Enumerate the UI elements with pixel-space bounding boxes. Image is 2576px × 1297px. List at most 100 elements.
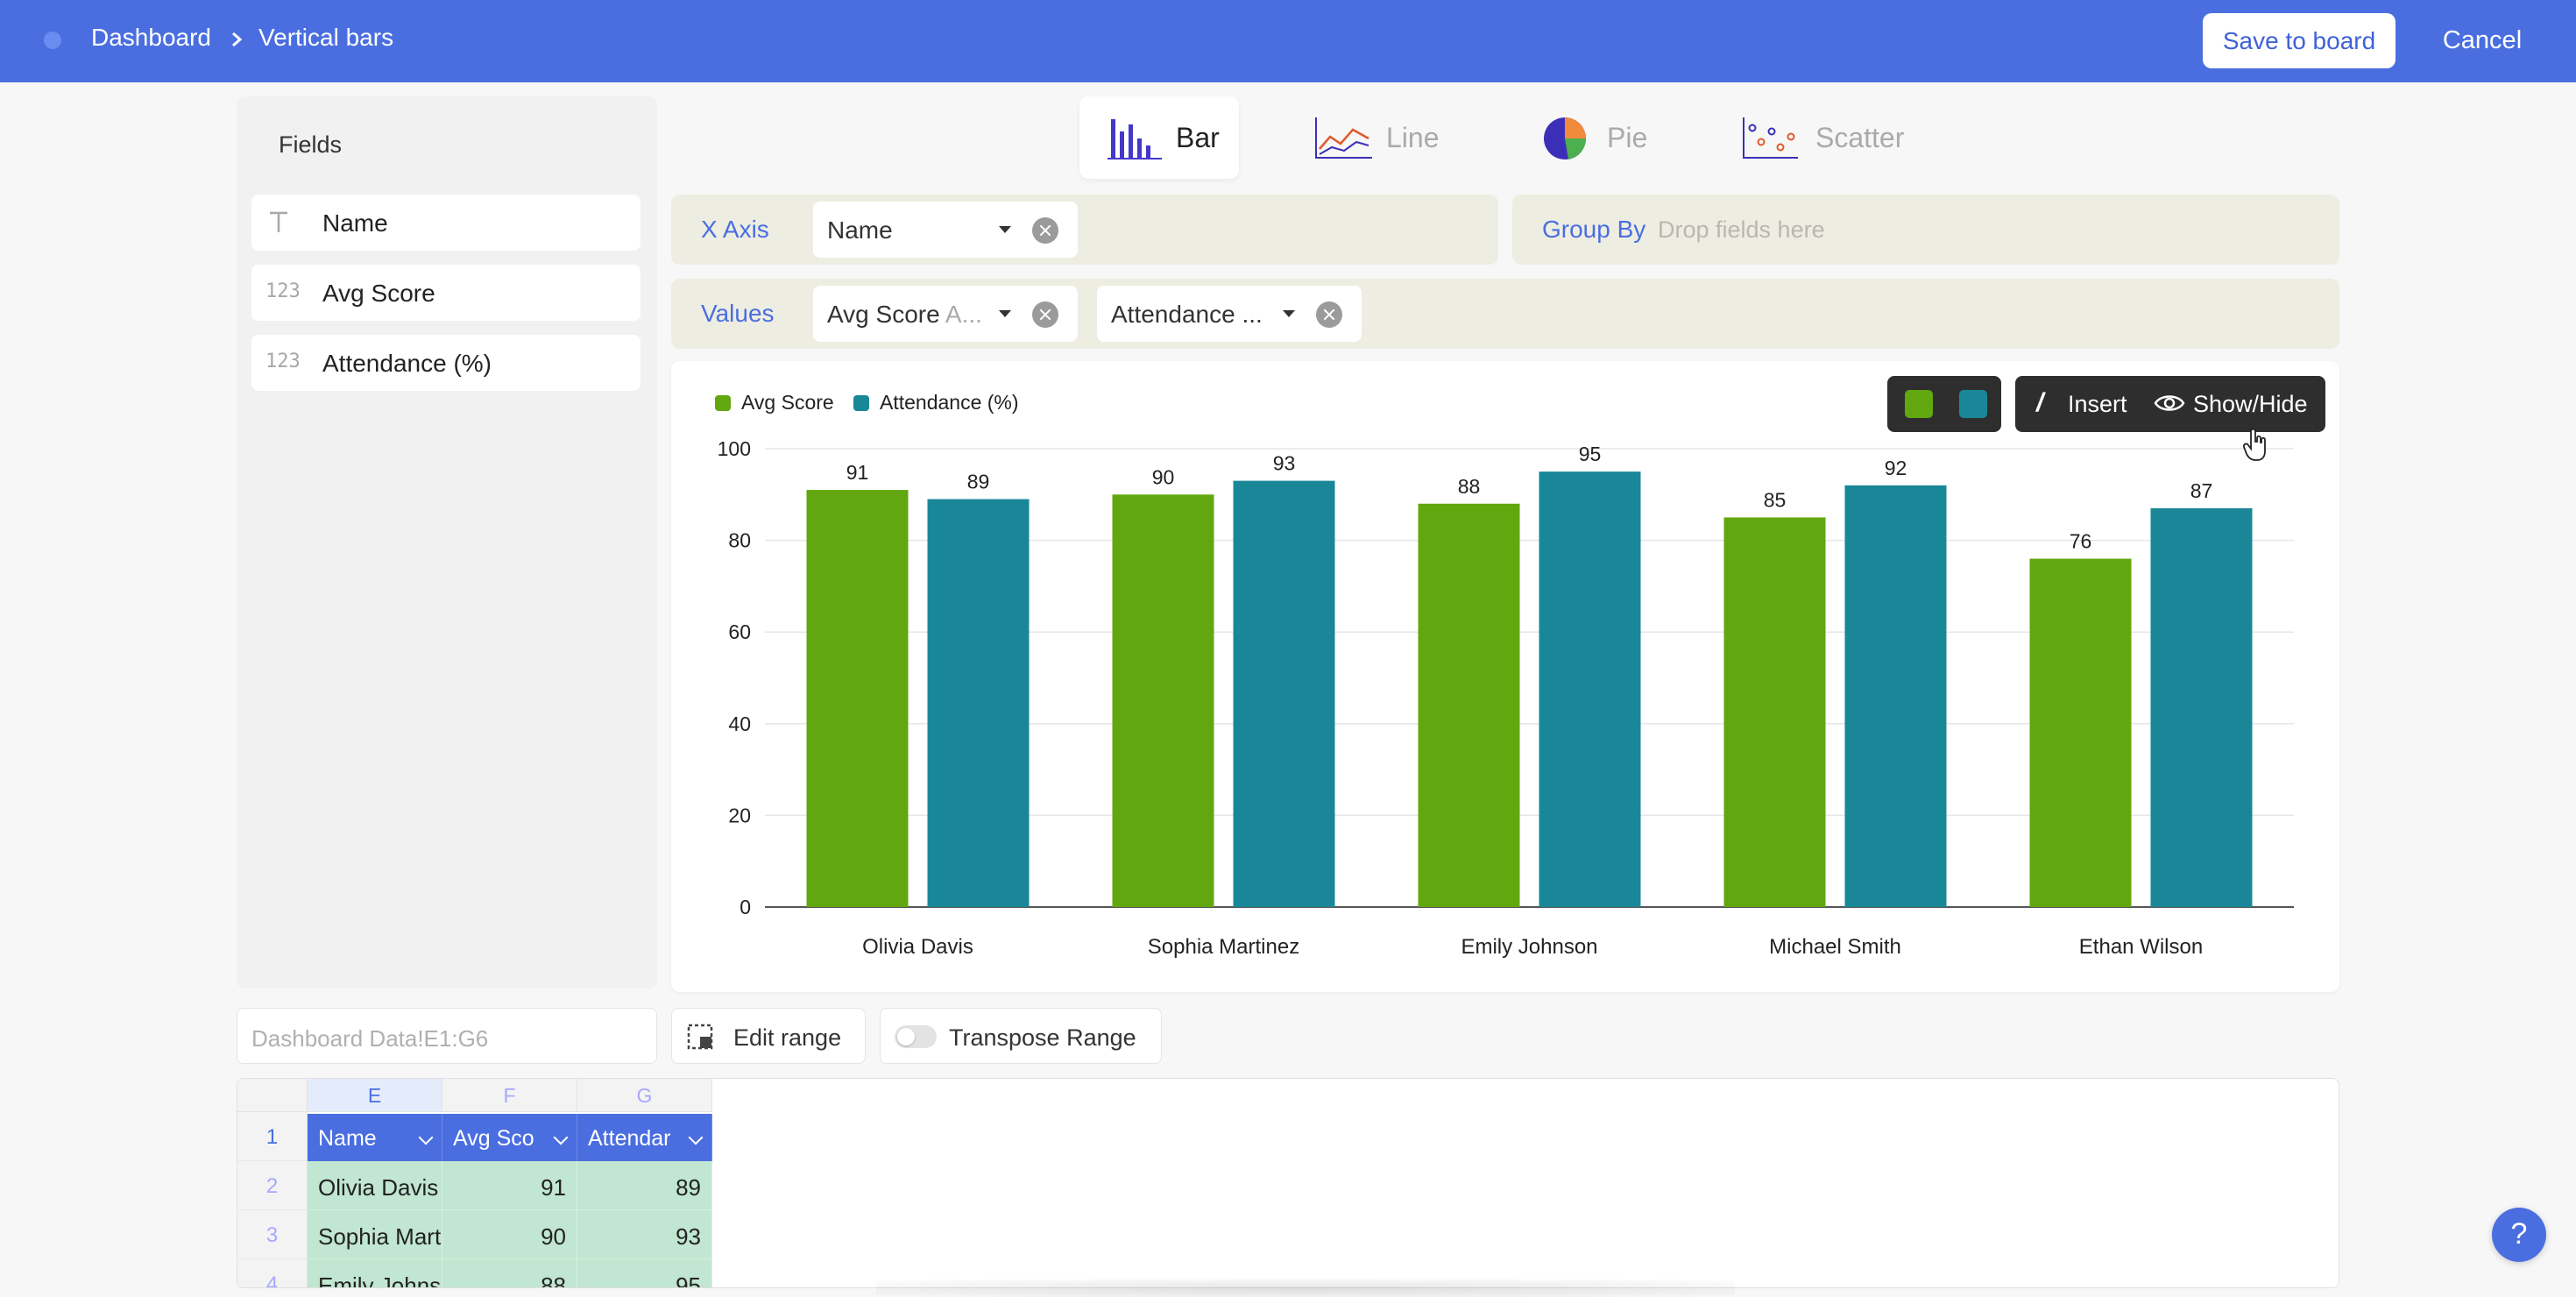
bar [1723, 517, 1826, 907]
table-cell[interactable]: 90 [442, 1210, 577, 1259]
data-label: 93 [1273, 452, 1296, 475]
data-label: 88 [1458, 475, 1481, 498]
chevron-right-icon [232, 32, 243, 47]
sheet-header-cell-avg-score[interactable]: Avg Sco [442, 1114, 577, 1161]
y-tick-label: 60 [728, 620, 751, 643]
column-header-g[interactable]: G [577, 1079, 712, 1112]
number-type-icon: 123 [265, 351, 301, 372]
row-header-1[interactable]: 1 [237, 1112, 308, 1161]
table-cell[interactable]: Emily Johns [308, 1259, 442, 1287]
data-label: 90 [1152, 465, 1175, 488]
field-item-attendance[interactable]: 123 Attendance (%) [251, 335, 640, 391]
fields-title: Fields [279, 131, 343, 158]
x-axis-label: X Axis [701, 216, 769, 243]
x-tick-label: Ethan Wilson [2079, 935, 2203, 959]
table-cell[interactable]: 88 [442, 1259, 577, 1287]
dropdown-caret-icon[interactable] [1283, 310, 1295, 317]
save-to-board-button[interactable]: Save to board [2203, 13, 2396, 68]
legend-item-avg-score[interactable]: Avg Score [715, 391, 834, 415]
table-cell[interactable]: 91 [442, 1161, 577, 1210]
row-header-4[interactable]: 4 [237, 1259, 308, 1287]
insert-button[interactable]: Insert [2068, 391, 2127, 417]
help-button[interactable]: ? [2492, 1208, 2546, 1262]
pie-chart-icon [1544, 117, 1587, 159]
y-tick-label: 0 [740, 896, 751, 918]
table-cell[interactable]: 89 [577, 1161, 712, 1210]
x-axis-field-pill[interactable]: Name [813, 202, 1078, 258]
scatter-chart-icon [1743, 117, 1798, 159]
chevron-down-icon[interactable] [418, 1130, 434, 1145]
cancel-button[interactable]: Cancel [2442, 26, 2523, 54]
bar [1418, 503, 1520, 907]
bar [927, 499, 1030, 907]
edit-range-button[interactable]: Edit range [671, 1008, 866, 1064]
show-hide-button[interactable]: Show/Hide [2193, 391, 2308, 417]
chart-type-bar[interactable]: Bar [1079, 96, 1239, 179]
table-cell[interactable]: 93 [577, 1210, 712, 1259]
sheet-header-cell-attendance[interactable]: Attendar [577, 1114, 712, 1161]
value-field-pill-attendance[interactable]: Attendance ... [1097, 286, 1362, 342]
data-label: 95 [1579, 443, 1602, 465]
data-label: 87 [2190, 479, 2213, 502]
scroll-shadow [876, 1279, 1735, 1297]
chart-type-label: Pie [1607, 122, 1648, 153]
chevron-down-icon[interactable] [688, 1130, 704, 1145]
table-cell[interactable]: Sophia Mart [308, 1210, 442, 1259]
row-header-3[interactable]: 3 [237, 1210, 308, 1259]
edit-range-label: Edit range [733, 1024, 842, 1051]
group-by-label: Group By [1542, 216, 1646, 243]
sheet-preview: E F G 1 2 3 4 Name Avg Sco Attendar Oliv… [237, 1078, 2339, 1288]
bar [1112, 494, 1214, 907]
y-tick-label: 40 [728, 712, 751, 735]
series-color-palette [1887, 376, 2001, 432]
top-bar: Dashboard Vertical bars Save to board Ca… [0, 0, 2576, 82]
column-header-f[interactable]: F [442, 1079, 577, 1112]
value-field-pill-avg-score[interactable]: Avg Score A... [813, 286, 1078, 342]
text-type-icon [270, 211, 287, 232]
remove-field-icon[interactable] [1316, 301, 1342, 328]
remove-field-icon[interactable] [1032, 217, 1058, 244]
group-by-dropzone[interactable] [1512, 195, 2339, 265]
dropdown-caret-icon[interactable] [999, 226, 1011, 233]
remove-field-icon[interactable] [1032, 301, 1058, 328]
row-header-2[interactable]: 2 [237, 1161, 308, 1210]
sheet-corner [237, 1079, 308, 1112]
legend-label: Attendance (%) [880, 391, 1019, 414]
data-label: 85 [1764, 488, 1787, 511]
x-axis-dropzone[interactable] [671, 195, 1498, 265]
selection-range-icon [687, 1024, 713, 1050]
data-label: 92 [1885, 457, 1907, 479]
chart-type-pie[interactable]: Pie [1533, 96, 1665, 179]
chevron-down-icon[interactable] [553, 1130, 569, 1145]
column-header-e[interactable]: E [308, 1079, 442, 1112]
series-color-swatch-attendance[interactable] [1959, 390, 1987, 418]
toggle-switch[interactable] [895, 1025, 937, 1048]
range-input[interactable]: Dashboard Data!E1:G6 [237, 1008, 657, 1064]
x-tick-label: Olivia Davis [862, 935, 973, 959]
bar [1844, 485, 1947, 907]
dropdown-caret-icon[interactable] [999, 310, 1011, 317]
chart-type-label: Bar [1176, 122, 1220, 153]
table-cell[interactable]: 95 [577, 1259, 712, 1287]
legend-swatch [715, 394, 731, 411]
line-chart-icon [1315, 117, 1372, 159]
field-item-avg-score[interactable]: 123 Avg Score [251, 265, 640, 321]
value-field-name: Avg Score [827, 301, 940, 328]
chart-type-scatter[interactable]: Scatter [1735, 96, 1928, 179]
legend-swatch [853, 394, 869, 411]
bar [1233, 480, 1335, 907]
field-item-name[interactable]: Name [251, 195, 640, 251]
x-tick-label: Sophia Martinez [1148, 935, 1299, 959]
value-field-aggregation: A... [945, 301, 982, 328]
chart-type-label: Line [1386, 122, 1440, 153]
value-field-name: Attendance ... [1111, 301, 1263, 328]
x-tick-label: Michael Smith [1769, 935, 1901, 959]
table-cell[interactable]: Olivia Davis [308, 1161, 442, 1210]
chart-type-line[interactable]: Line [1306, 96, 1446, 179]
data-label: 91 [846, 461, 869, 484]
sheet-header-cell-name[interactable]: Name [308, 1114, 442, 1161]
transpose-range-toggle[interactable]: Transpose Range [880, 1008, 1162, 1064]
legend-item-attendance[interactable]: Attendance (%) [853, 391, 1019, 415]
series-color-swatch-avg-score[interactable] [1905, 390, 1933, 418]
breadcrumb-dashboard[interactable]: Dashboard [91, 24, 211, 51]
